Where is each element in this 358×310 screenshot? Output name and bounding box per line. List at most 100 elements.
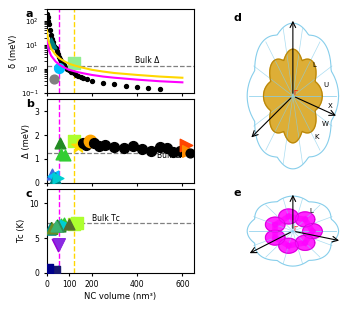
Point xyxy=(66,68,72,73)
Text: Γ: Γ xyxy=(293,226,297,232)
Polygon shape xyxy=(279,209,298,224)
Point xyxy=(61,221,66,226)
Point xyxy=(139,147,145,152)
Point xyxy=(80,76,86,81)
Y-axis label: Tᴄ (K): Tᴄ (K) xyxy=(18,219,26,243)
Point xyxy=(57,141,63,146)
Point xyxy=(78,74,83,79)
Polygon shape xyxy=(279,238,298,253)
Point xyxy=(69,69,74,74)
Point xyxy=(59,61,65,66)
Text: U: U xyxy=(323,82,328,88)
Point xyxy=(157,144,163,149)
Polygon shape xyxy=(303,224,322,239)
Point xyxy=(56,241,62,246)
Text: Bulk Tᴄ: Bulk Tᴄ xyxy=(92,214,120,223)
Point xyxy=(50,268,56,273)
Point xyxy=(157,87,163,92)
Point xyxy=(130,143,135,148)
Point xyxy=(54,48,59,53)
Point xyxy=(58,152,64,157)
Point xyxy=(91,141,97,146)
Point xyxy=(46,22,52,27)
Point xyxy=(71,61,77,66)
Point xyxy=(62,64,68,69)
Point xyxy=(146,86,151,91)
Point xyxy=(50,174,56,179)
Point xyxy=(56,65,62,70)
Point xyxy=(45,14,50,19)
Point xyxy=(55,242,61,247)
Point xyxy=(177,148,183,153)
Point xyxy=(134,85,140,90)
Point xyxy=(49,36,55,41)
Text: d: d xyxy=(233,13,241,23)
Polygon shape xyxy=(266,217,285,232)
Point xyxy=(54,222,59,227)
Y-axis label: δ (meV): δ (meV) xyxy=(9,34,18,68)
Point xyxy=(45,18,51,23)
Text: a: a xyxy=(26,9,33,19)
Point xyxy=(53,46,58,51)
Polygon shape xyxy=(266,230,285,245)
Polygon shape xyxy=(295,235,315,250)
Point xyxy=(48,40,54,45)
Point xyxy=(100,81,106,86)
Point xyxy=(45,267,51,272)
Point xyxy=(58,59,64,64)
Point xyxy=(148,148,154,153)
Point xyxy=(71,139,77,144)
Point xyxy=(50,39,56,44)
Point xyxy=(52,76,57,81)
Point xyxy=(121,146,126,151)
Point xyxy=(44,11,50,16)
Text: Bulk Δ: Bulk Δ xyxy=(158,151,182,160)
Point xyxy=(57,223,63,228)
Point xyxy=(62,222,68,227)
Point xyxy=(84,77,90,82)
Text: Bulk Δ: Bulk Δ xyxy=(135,56,159,65)
Text: e: e xyxy=(233,188,241,198)
Point xyxy=(170,149,176,154)
Point xyxy=(83,142,89,147)
Point xyxy=(164,146,169,151)
Point xyxy=(48,33,54,38)
Point xyxy=(55,224,61,229)
Point xyxy=(80,141,86,146)
Text: L: L xyxy=(309,208,313,214)
Text: X: X xyxy=(328,103,333,109)
Point xyxy=(49,269,54,274)
Point xyxy=(55,175,61,180)
Point xyxy=(87,139,92,144)
Point xyxy=(52,175,58,180)
Point xyxy=(71,222,77,227)
Polygon shape xyxy=(263,49,322,143)
Point xyxy=(183,142,189,147)
Point xyxy=(112,144,117,149)
Point xyxy=(62,153,68,158)
Point xyxy=(96,143,101,148)
Y-axis label: Δ (meV): Δ (meV) xyxy=(22,124,31,158)
Point xyxy=(52,43,57,48)
Point xyxy=(61,63,66,68)
Point xyxy=(73,72,79,77)
Text: c: c xyxy=(26,189,33,199)
Point xyxy=(74,220,80,225)
Point xyxy=(64,66,70,71)
Point xyxy=(57,57,63,62)
Point xyxy=(71,71,77,76)
Point xyxy=(112,82,117,87)
Point xyxy=(123,83,129,88)
Point xyxy=(52,269,58,274)
Text: W: W xyxy=(322,121,329,126)
Point xyxy=(53,223,58,228)
Point xyxy=(66,222,72,227)
Point xyxy=(47,28,53,33)
Point xyxy=(49,172,54,177)
Point xyxy=(58,222,64,227)
Text: Γ: Γ xyxy=(293,90,297,95)
Point xyxy=(48,225,54,230)
Point xyxy=(89,78,95,83)
X-axis label: NC volume (nm³): NC volume (nm³) xyxy=(84,292,156,301)
Text: K: K xyxy=(315,134,319,140)
